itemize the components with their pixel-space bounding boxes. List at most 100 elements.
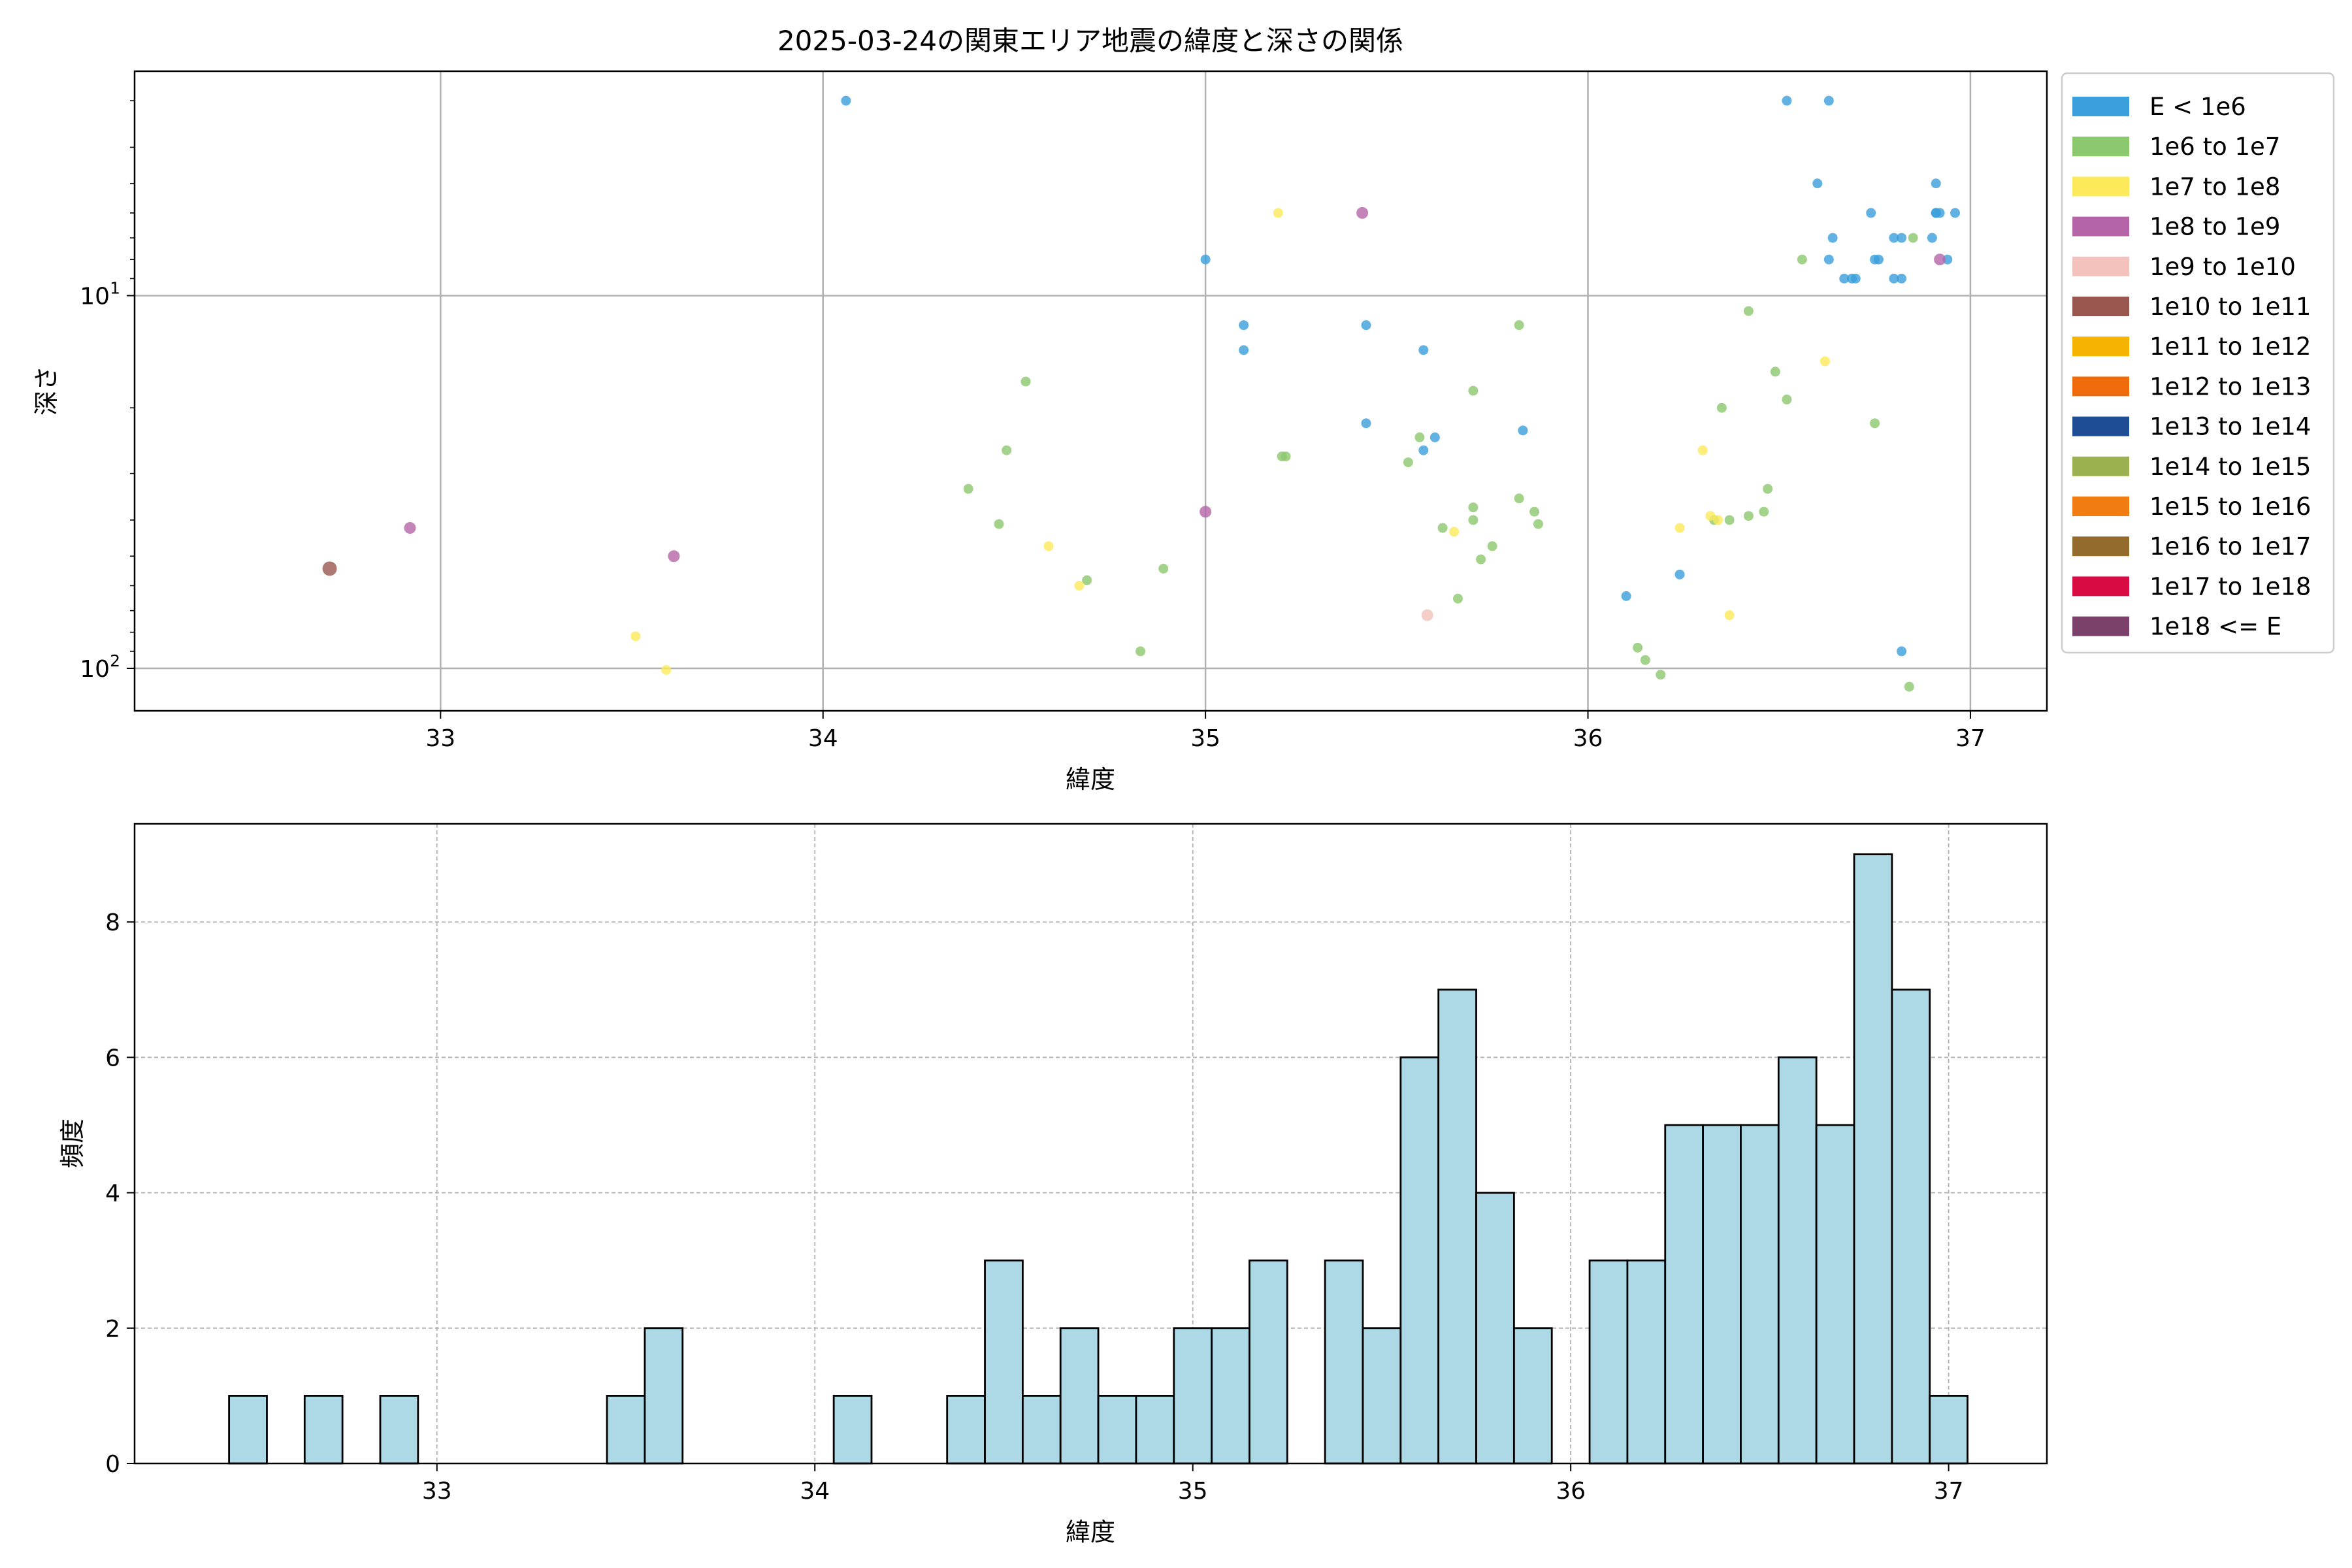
scatter-point (1021, 376, 1031, 387)
legend-label: 1e12 to 1e13 (2149, 372, 2311, 400)
scatter-point (1281, 451, 1291, 462)
scatter-point (1782, 95, 1792, 106)
scatter-point (1514, 320, 1524, 331)
legend-swatch (2072, 416, 2129, 436)
histogram-bar (1702, 1124, 1742, 1465)
histogram-x-tick-label: 36 (1556, 1478, 1586, 1505)
legend-label: 1e18 <= E (2149, 613, 2281, 641)
histogram-bar (644, 1327, 684, 1465)
legend-swatch (2072, 176, 2129, 197)
scatter-plot-frame (133, 70, 2048, 712)
scatter-point (1934, 253, 1946, 266)
histogram-bar (1664, 1124, 1705, 1465)
scatter-point (1529, 506, 1540, 517)
scatter-point (668, 550, 680, 563)
scatter-axes: 33 34 35 36 37 101 102 (80, 100, 1985, 752)
scatter-point (1656, 670, 1666, 680)
legend-swatch (2072, 97, 2129, 116)
scatter-point (1043, 541, 1054, 551)
scatter-point (1904, 681, 1914, 692)
scatter-point (1674, 523, 1685, 533)
scatter-point (1082, 575, 1092, 585)
scatter-point (1873, 254, 1884, 265)
scatter-point (1713, 515, 1723, 525)
histogram-bar (606, 1395, 646, 1465)
scatter-point (1674, 569, 1685, 580)
scatter-point (1239, 345, 1249, 355)
histogram-bar (1891, 988, 1931, 1465)
scatter-point (1239, 320, 1249, 331)
histogram-bar (1399, 1056, 1440, 1465)
scatter-point (661, 664, 672, 675)
legend-swatch (2072, 616, 2129, 636)
legend-label: 1e13 to 1e14 (2149, 413, 2311, 441)
histogram-bar (1929, 1395, 1968, 1465)
histogram-bar (303, 1395, 344, 1465)
legend-label: 1e16 to 1e17 (2149, 532, 2311, 561)
legend-label: 1e6 to 1e7 (2149, 133, 2280, 161)
legend-label: E < 1e6 (2149, 93, 2246, 121)
scatter-point (1839, 273, 1850, 284)
scatter-point (1823, 254, 1834, 265)
histogram-y-tick-label: 6 (105, 1045, 120, 1071)
scatter-point (1621, 591, 1631, 601)
legend-label: 1e7 to 1e8 (2149, 172, 2280, 201)
histogram-y-tick-label: 0 (105, 1451, 120, 1478)
legend-swatch (2072, 576, 2129, 596)
legend-items: E < 1e6 1e6 to 1e7 1e7 to 1e8 1e8 to 1e9 1e9… (2072, 93, 2311, 641)
histogram-bar (1173, 1327, 1213, 1465)
scatter-x-tick-label: 37 (1955, 725, 1985, 752)
scatter-point (1356, 206, 1369, 219)
scatter-point (1820, 356, 1830, 367)
legend-frame (2061, 72, 2335, 654)
histogram-panel: 33 34 35 36 37 0 2 4 6 8 緯度 頻度 (58, 823, 2048, 1546)
legend-swatch (2072, 137, 2129, 157)
histogram-bar (379, 1395, 419, 1465)
scatter-point (1870, 418, 1880, 429)
scatter-point (1697, 445, 1708, 455)
histogram-axes: 33 34 35 36 37 0 2 4 6 8 (105, 909, 1963, 1505)
scatter-point (841, 95, 851, 106)
scatter-point (1361, 418, 1371, 429)
scatter-point (1418, 445, 1429, 455)
scatter-point (1633, 642, 1643, 653)
legend-label: 1e15 to 1e16 (2149, 493, 2311, 521)
scatter-point (1468, 385, 1478, 396)
scatter-point (1429, 432, 1440, 442)
histogram-bar (984, 1259, 1024, 1465)
scatter-point (994, 519, 1004, 529)
scatter-point (1889, 233, 1899, 243)
scatter-point (1908, 233, 1918, 243)
scatter-point (963, 483, 973, 494)
scatter-point (1468, 502, 1478, 513)
scatter-point (1414, 432, 1425, 442)
scatter-point (1724, 610, 1735, 621)
legend-label: 1e11 to 1e12 (2149, 333, 2311, 361)
scatter-point (1866, 208, 1876, 218)
scatter-point (322, 561, 337, 576)
histogram-y-axis-label: 頻度 (58, 1119, 87, 1168)
scatter-point (1533, 519, 1543, 529)
scatter-point (1797, 254, 1807, 265)
histogram-y-tick-label: 4 (105, 1181, 120, 1207)
scatter-point (1850, 273, 1861, 284)
scatter-point (1452, 593, 1463, 604)
legend-swatch (2072, 336, 2129, 357)
histogram-bar (1853, 853, 1893, 1465)
legend-swatch (2072, 297, 2129, 316)
histogram-bar (1588, 1259, 1629, 1465)
legend-swatch (2072, 376, 2129, 397)
legend-label: 1e10 to 1e11 (2149, 293, 2311, 321)
scatter-x-axis-label: 緯度 (1066, 765, 1115, 794)
histogram-bar (1059, 1327, 1100, 1465)
histogram-bar (1626, 1259, 1667, 1465)
histogram-bar (1249, 1259, 1288, 1465)
scatter-point (1927, 233, 1937, 243)
scatter-point (1487, 541, 1497, 551)
legend-label: 1e14 to 1e15 (2149, 453, 2311, 481)
scatter-point (1743, 511, 1754, 521)
scatter-x-tick-label: 35 (1190, 725, 1220, 752)
scatter-point (1200, 254, 1211, 265)
scatter-grid (135, 71, 2047, 711)
